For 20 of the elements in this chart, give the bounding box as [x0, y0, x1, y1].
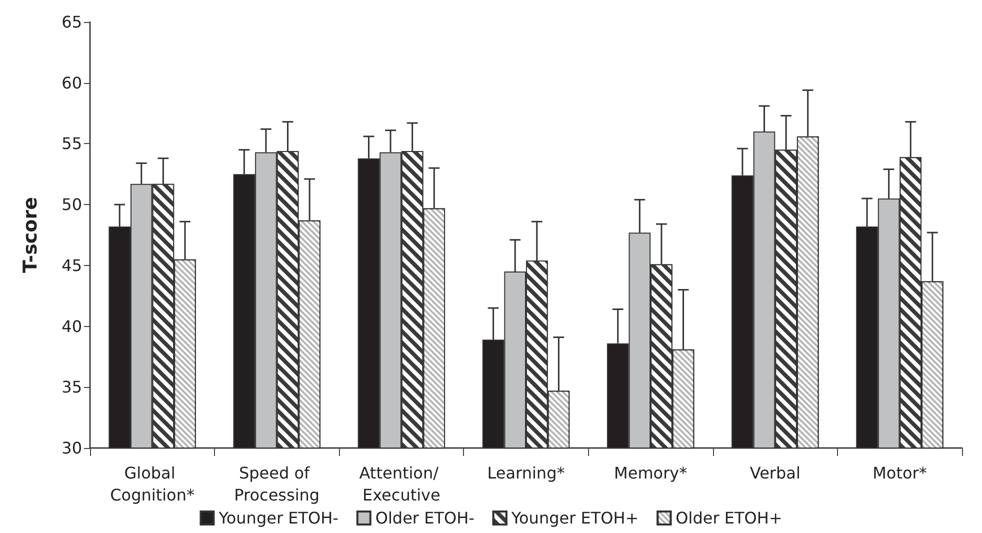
- x-tick-label: Memory*: [614, 464, 688, 482]
- y-tick-label: 60: [62, 73, 82, 92]
- x-tick-label: Global Cognition*: [110, 464, 194, 504]
- x-tick-label: Learning*: [487, 464, 565, 482]
- y-tick-label: 55: [62, 134, 82, 154]
- x-tick-label: Speed of Processing: [234, 464, 320, 504]
- legend-label: Younger ETOH+: [510, 508, 639, 528]
- x-tick-label: Motor*: [872, 464, 927, 482]
- legend-label: Older ETOH+: [676, 508, 782, 528]
- y-tick-label: 40: [62, 316, 82, 336]
- x-tick-label: Attention/ Executive: [359, 464, 444, 504]
- y-tick-label: 45: [62, 256, 82, 275]
- y-tick-label: 35: [62, 378, 82, 397]
- legend-label: Older ETOH-: [375, 508, 474, 528]
- y-axis-title: T-score: [20, 197, 42, 273]
- x-tick-label: Verbal: [750, 464, 800, 482]
- legend-label: Younger ETOH-: [218, 508, 338, 528]
- y-tick-label: 50: [62, 195, 82, 214]
- y-tick-label: 65: [62, 12, 82, 32]
- y-tick-label: 30: [62, 438, 82, 458]
